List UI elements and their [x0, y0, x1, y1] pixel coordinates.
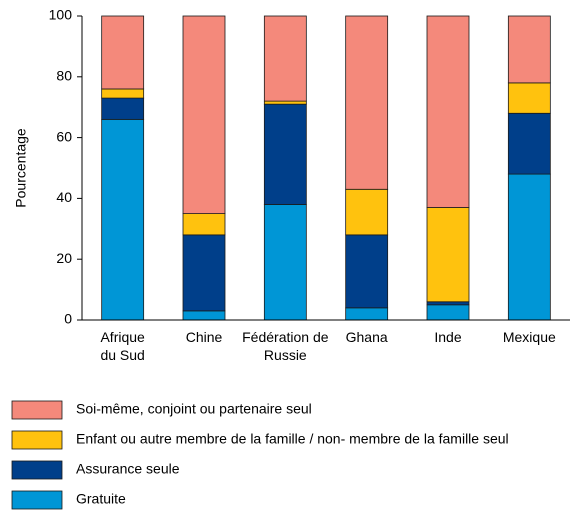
x-tick-label: Ghana: [345, 329, 388, 345]
bar-segment: [345, 307, 389, 321]
bar-segment: [182, 15, 226, 215]
y-tick-label: 60: [56, 128, 72, 144]
x-tick-label: Mexique: [502, 329, 556, 345]
bar-segment: [426, 207, 470, 303]
bar-segment: [101, 88, 145, 99]
bar-segment: [263, 103, 307, 205]
bar-segment: [101, 15, 145, 90]
bar-segment: [507, 112, 551, 175]
x-tick-label: Afrique du Sud: [100, 329, 145, 363]
y-tick-label: 20: [56, 250, 72, 266]
bar-segment: [507, 173, 551, 321]
legend-swatch: [11, 430, 63, 450]
bar-segment: [182, 310, 226, 321]
bar-segment: [426, 301, 470, 306]
legend-swatch: [11, 490, 63, 510]
x-tick-label: Fédération de Russie: [242, 329, 329, 363]
legend-swatch: [11, 400, 63, 420]
legend-label: Gratuite: [76, 491, 126, 507]
bar-segment: [263, 100, 307, 105]
bar-segment: [101, 118, 145, 321]
bar-segment: [101, 97, 145, 120]
x-tick-label: Chine: [185, 329, 223, 345]
bar-segment: [345, 188, 389, 236]
y-tick-label: 80: [56, 68, 72, 84]
bar-segment: [345, 234, 389, 309]
legend-label: Assurance seule: [76, 461, 180, 477]
y-tick-label: 0: [64, 311, 72, 327]
bar-segment: [263, 204, 307, 321]
y-tick-label: 100: [49, 7, 73, 23]
legend-label: Enfant ou autre membre de la famille / n…: [76, 431, 509, 447]
bar-segment: [345, 15, 389, 190]
bar-segment: [507, 82, 551, 114]
legend-label: Soi-même, conjoint ou partenaire seul: [76, 401, 312, 417]
bar-segment: [426, 15, 470, 208]
bar-segment: [263, 15, 307, 102]
x-tick-label: Inde: [434, 329, 462, 345]
y-axis-label: Pourcentage: [13, 128, 29, 208]
bar-segment: [507, 15, 551, 84]
legend-swatch: [11, 460, 63, 480]
bar-segment: [182, 213, 226, 236]
y-tick-label: 40: [56, 189, 72, 205]
bar-segment: [426, 304, 470, 321]
bar-segment: [182, 234, 226, 312]
